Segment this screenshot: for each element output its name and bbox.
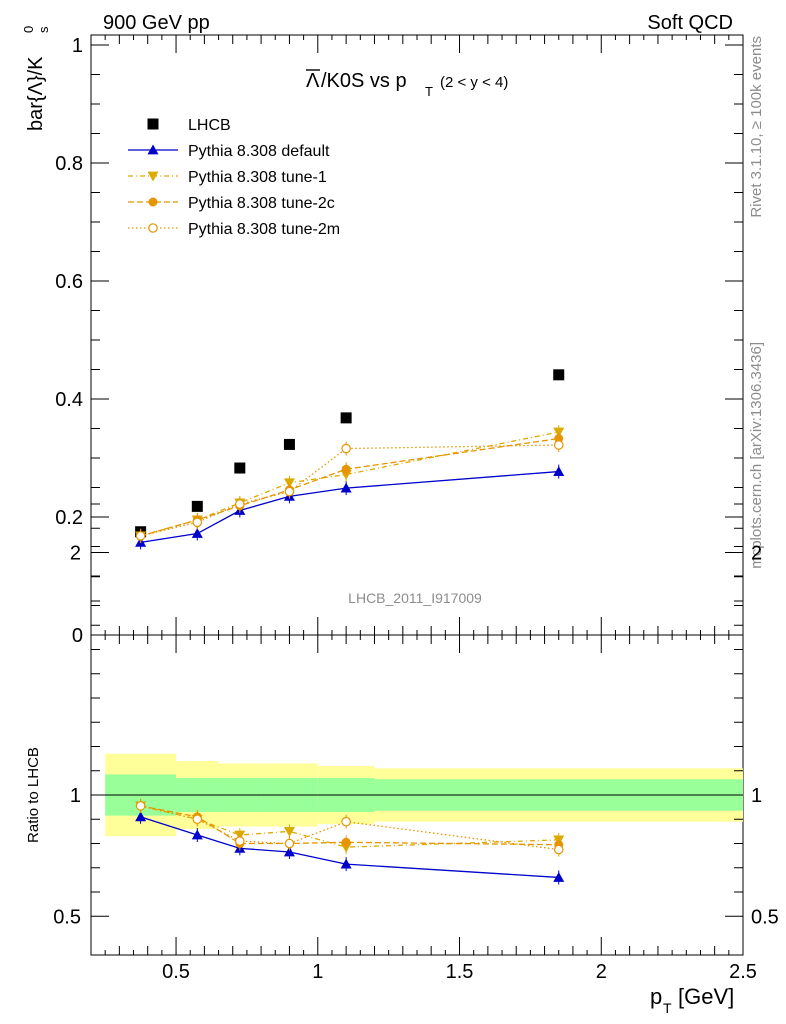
x-axis-label-subscript: T: [663, 1000, 672, 1016]
main-y-tick-label: 0: [72, 625, 83, 647]
main-line-tune2c: [140, 437, 559, 537]
ratio-point-default: [340, 858, 352, 869]
main-point-tune2m: [192, 517, 203, 528]
main-point-default: [553, 466, 565, 476]
legend-marker-tune1: [147, 171, 159, 182]
legend-entry-tune2m: Pythia 8.308 tune-2m: [128, 221, 340, 238]
ratio-line-default: [140, 816, 559, 879]
ratio-y-axis-label: Ratio to LHCB: [25, 747, 42, 843]
ratio-uncertainty-bands: [91, 753, 743, 837]
x-axis-label-unit: [GeV]: [678, 984, 734, 1009]
legend-label-tune1: Pythia 8.308 tune-1: [188, 169, 327, 186]
main-point-data: [283, 438, 295, 450]
main-y-tick-label: 0.2: [55, 507, 83, 529]
ratio-series-layer: [135, 798, 565, 885]
main-y-tick-label: 0.6: [55, 271, 83, 293]
legend: LHCB Pythia 8.308 default Pythia 8.308 tun…: [128, 117, 340, 238]
title-rapidity-range: (2 < y < 4): [440, 74, 508, 91]
main-y-tick-label: 0.8: [55, 153, 83, 175]
x-tick-label: 1.5: [446, 961, 474, 983]
ratio-point-default: [283, 846, 295, 857]
ratio-point-default: [191, 829, 203, 840]
main-series-data: [135, 369, 565, 538]
y-axis-label-main: bar{Λ}/K: [25, 56, 47, 131]
ratio-point-default: [553, 871, 565, 882]
ratio-series-tune2m: [135, 798, 564, 857]
legend-entry-data: LHCB: [147, 117, 231, 134]
main-y-axis-label: bar{Λ}/K 0 s: [21, 26, 51, 131]
y-axis-label-subscript: s: [36, 26, 51, 33]
main-line-tune2m: [140, 444, 559, 537]
legend-marker-default: [147, 144, 159, 155]
ratio-point-tune2m: [235, 836, 245, 846]
legend-entry-tune1: Pythia 8.308 tune-1: [128, 169, 327, 186]
header-category-label: Soft QCD: [647, 12, 733, 34]
ratio-y-tick-label: 2: [70, 543, 81, 565]
legend-label-tune2c: Pythia 8.308 tune-2c: [188, 195, 335, 212]
main-point-data: [234, 462, 246, 474]
mcplots-source-label: mcplots.cern.ch [arXiv:1306.3436]: [748, 342, 765, 569]
x-tick-label: 2.5: [729, 961, 757, 983]
title-subscript: T: [425, 84, 433, 99]
legend-entry-tune2c: Pythia 8.308 tune-2c: [128, 195, 335, 212]
main-point-data: [340, 412, 352, 424]
x-tick-label: 1: [312, 961, 323, 983]
ratio-point-tune2m: [553, 844, 564, 855]
legend-entry-default: Pythia 8.308 default: [128, 143, 330, 160]
ratio-line-tune2m: [140, 805, 559, 851]
legend-label-tune2m: Pythia 8.308 tune-2m: [188, 221, 340, 238]
ratio-line-tune2c: [140, 805, 559, 846]
ratio-y-tick-label-right: 0.5: [751, 906, 779, 928]
title-text: /K0S vs p: [321, 70, 407, 92]
ratio-point-tune2m: [192, 814, 203, 825]
main-y-tick-label: 0.4: [55, 389, 83, 411]
ratio-series-default: [135, 809, 565, 885]
main-point-default: [340, 482, 352, 493]
legend-marker-data: [147, 118, 159, 130]
main-point-tune2m: [553, 440, 564, 450]
legend-marker-tune2c: [148, 197, 158, 207]
header-energy-label: 900 GeV pp: [103, 12, 210, 34]
y-axis-label-superscript: 0: [21, 26, 36, 33]
ratio-point-tune1: [283, 826, 295, 837]
x-tick-label: 2: [596, 961, 607, 983]
main-point-tune2c: [341, 464, 351, 474]
ratio-point-tune2m: [284, 838, 295, 849]
ratio-y-tick-label-right: 1: [751, 785, 762, 807]
legend-label-default: Pythia 8.308 default: [188, 143, 330, 160]
ratio-point-tune2m: [135, 801, 146, 811]
main-point-tune2m: [135, 531, 146, 541]
legend-label-data: LHCB: [188, 117, 231, 134]
main-point-data: [553, 369, 565, 381]
main-point-default: [191, 528, 203, 538]
main-y-tick-label: 1: [72, 35, 83, 57]
ratio-y-tick-label-right: 2: [751, 543, 762, 565]
x-tick-label: 0.5: [162, 961, 190, 983]
analysis-watermark: LHCB_2011_I917009: [348, 590, 482, 606]
main-series-layer: [135, 369, 565, 550]
main-point-data: [191, 500, 203, 512]
legend-marker-tune2m: [148, 223, 158, 233]
main-point-tune2m: [235, 499, 245, 509]
main-series-tune2m: [135, 438, 564, 543]
ratio-y-tick-label: 0.5: [53, 906, 81, 928]
x-axis-label: p T [GeV]: [650, 984, 734, 1016]
main-line-default: [140, 470, 559, 544]
ratio-point-tune2c: [341, 837, 351, 847]
axes-ticks: 0 0.2 0.4 0.6 0.8 1 0.5 0.5 1 1 2 2 0.5 1 1.5 2 2.5: [53, 35, 779, 983]
x-axis-label-main: p: [650, 984, 662, 1009]
title-overline-symbol: Λ: [306, 70, 320, 92]
main-point-tune2m: [284, 486, 295, 497]
main-point-tune2m: [341, 443, 351, 454]
main-title: Λ /K0S vs p T (2 < y < 4): [306, 69, 508, 99]
ratio-point-tune2m: [341, 816, 351, 827]
ratio-point-default: [135, 811, 147, 822]
rivet-version-label: Rivet 3.1.10, ≥ 100k events: [748, 36, 765, 218]
ratio-y-tick-label: 1: [70, 785, 81, 807]
